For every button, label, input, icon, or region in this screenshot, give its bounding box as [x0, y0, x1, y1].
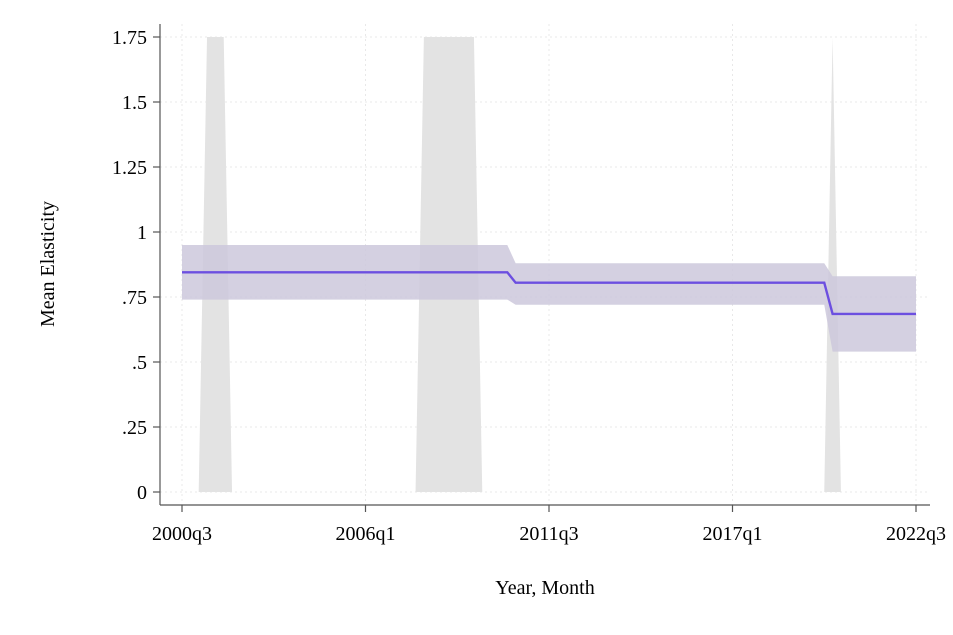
x-tick-label: 2006q1	[336, 523, 396, 545]
recession-band	[824, 37, 841, 492]
y-tick-label: 1	[137, 222, 147, 244]
y-tick-label: .25	[122, 417, 147, 439]
tick-labels: 0 .25 .5 .75 1 1.25 1.5 1.75 2000q3 2006q1 2011q3 2…	[112, 27, 946, 545]
x-tick-label: 2017q1	[703, 523, 763, 545]
x-tick-label: 2011q3	[519, 523, 578, 545]
y-tick-label: .75	[122, 287, 147, 309]
x-axis-title: Year, Month	[495, 577, 594, 599]
x-tick-label: 2000q3	[152, 523, 212, 545]
series-lines	[182, 271, 916, 316]
y-axis-title: Mean Elasticity	[37, 201, 59, 327]
axes	[159, 24, 930, 506]
y-tick-label: 1.75	[112, 27, 147, 49]
x-tick-label: 2022q3	[886, 523, 946, 545]
y-tick-label: 0	[137, 482, 147, 504]
mean-elasticity-line	[182, 271, 916, 316]
y-tick-label: 1.25	[112, 157, 147, 179]
y-tick-label: 1.5	[122, 92, 147, 114]
y-tick-label: .5	[132, 352, 147, 374]
